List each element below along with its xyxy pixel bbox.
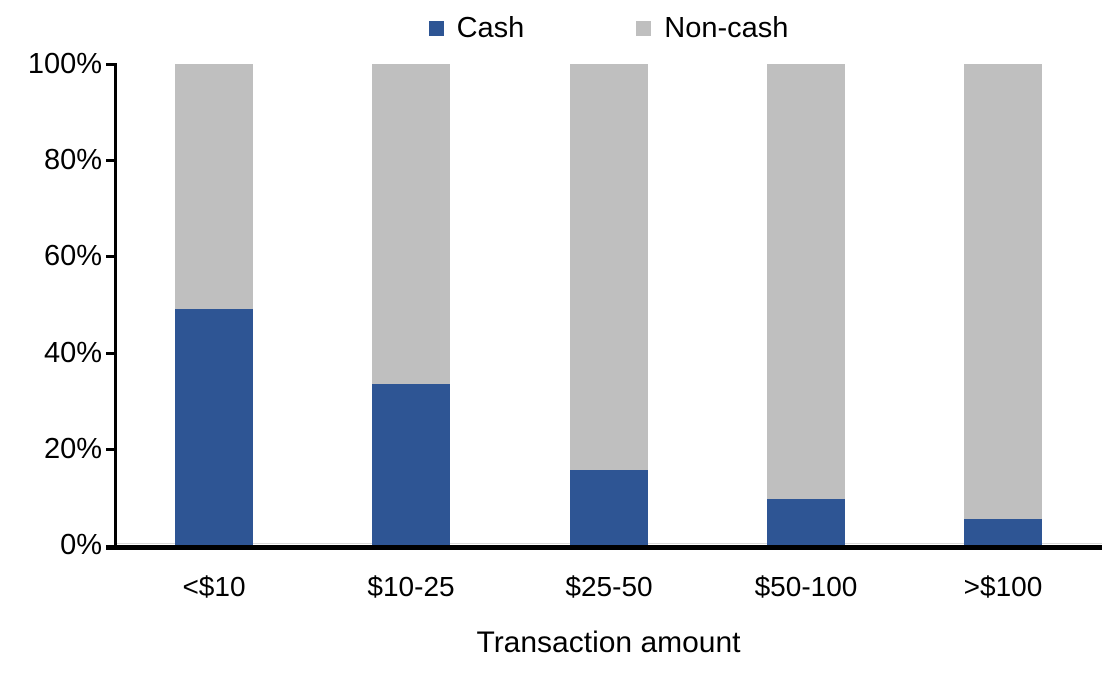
y-axis-line [114,63,117,549]
x-axis-title: Transaction amount [476,626,741,659]
x-category-label: $25-50 [565,571,653,602]
legend-swatch-noncash-icon [636,20,652,36]
bar-segment-cash [175,309,253,545]
y-tick-label: 20% [43,432,102,465]
legend-swatch-cash-icon [428,20,444,36]
y-tick-label: 80% [43,144,102,177]
legend-item-noncash: Non-cash [636,11,789,44]
y-axis-tick [106,159,115,163]
x-axis-baseline [106,545,1102,550]
legend-item-cash: Cash [428,11,525,44]
bar-segment-noncash [570,64,648,471]
y-tick-label: 60% [43,240,102,273]
y-tick-label: 40% [43,336,102,369]
bar-segment-cash [767,499,845,545]
bar-segment-noncash [964,64,1042,519]
legend-label-cash: Cash [456,11,525,44]
bar-segment-noncash [767,64,845,500]
y-axis-tick [106,63,115,66]
bar-segment-noncash [175,64,253,310]
y-axis-tick [106,351,115,355]
y-axis-tick [106,447,115,451]
x-category-label: >$100 [963,571,1043,602]
legend: Cash Non-cash [115,10,1102,46]
x-category-label: $50-100 [754,571,858,602]
y-tick-label: 0% [60,529,102,561]
bar-segment-cash [372,383,450,545]
legend-label-noncash: Non-cash [664,11,789,44]
x-category-label: <$10 [182,571,246,602]
bar-segment-noncash [372,64,450,384]
x-category-label: $10-25 [367,571,455,602]
y-axis-tick [106,255,115,259]
bar-segment-cash [570,470,648,545]
y-tick-label: 100% [27,48,102,80]
bar-segment-cash [964,518,1042,545]
